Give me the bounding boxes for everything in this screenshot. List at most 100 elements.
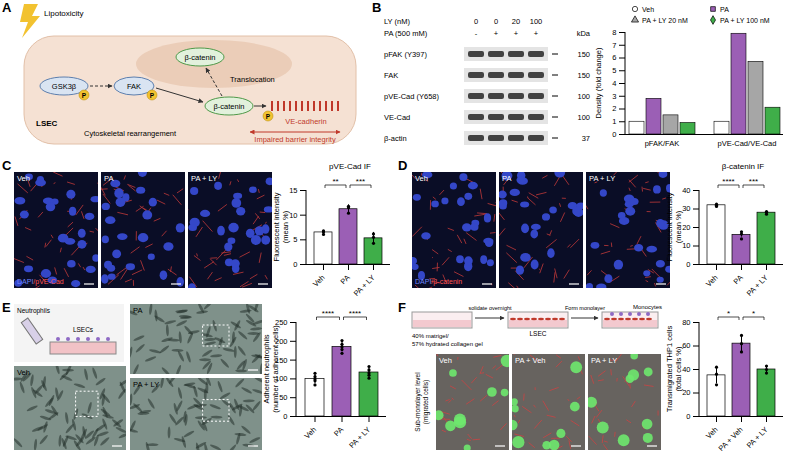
svg-text:VE-Cad: VE-Cad xyxy=(384,113,410,122)
svg-text:Veh: Veh xyxy=(704,273,720,289)
svg-text:Density (fold change): Density (fold change) xyxy=(594,47,603,118)
svg-text:solidate overnight: solidate overnight xyxy=(468,305,512,311)
svg-text:PA + LY: PA + LY xyxy=(591,356,617,365)
svg-text:0: 0 xyxy=(494,17,498,26)
svg-text:PA + LY 100 nM: PA + LY 100 nM xyxy=(720,17,770,24)
svg-text:β-catenin IF: β-catenin IF xyxy=(722,162,765,171)
svg-text:PA + LY: PA + LY xyxy=(745,273,770,298)
svg-text:30: 30 xyxy=(682,204,690,213)
svg-text:DAPI/β-catenin: DAPI/β-catenin xyxy=(415,278,462,286)
svg-text:PA: PA xyxy=(133,306,142,315)
svg-text:PA + LY: PA + LY xyxy=(745,425,770,450)
svg-text:****: **** xyxy=(722,177,734,186)
svg-text:100: 100 xyxy=(577,92,590,101)
svg-text:Veh: Veh xyxy=(415,174,428,183)
svg-text:Fluorescent intensity: Fluorescent intensity xyxy=(272,192,281,261)
svg-text:(number of adherent cells): (number of adherent cells) xyxy=(271,325,280,413)
svg-text:**: ** xyxy=(332,177,338,186)
svg-text:PA + LY 20 nM: PA + LY 20 nM xyxy=(642,17,688,24)
svg-text:10: 10 xyxy=(289,211,297,220)
svg-text:β-catenin: β-catenin xyxy=(214,102,245,111)
svg-text:150: 150 xyxy=(577,71,590,80)
svg-text:100: 100 xyxy=(577,113,590,122)
svg-text:LSECs: LSECs xyxy=(73,326,94,333)
svg-text:E: E xyxy=(2,300,11,315)
svg-text:PA: PA xyxy=(339,273,352,286)
svg-text:Monocytes: Monocytes xyxy=(633,304,662,310)
svg-text:LSEC: LSEC xyxy=(530,330,547,337)
svg-text:(mean %): (mean %) xyxy=(674,210,683,243)
svg-text:F: F xyxy=(398,300,406,315)
svg-text:(mean %): (mean %) xyxy=(281,210,290,243)
svg-text:6: 6 xyxy=(612,53,616,62)
svg-text:GSK3β: GSK3β xyxy=(52,82,77,91)
svg-text:Fluorescent intensity: Fluorescent intensity xyxy=(665,192,674,261)
svg-text:PA + LY: PA + LY xyxy=(133,380,159,389)
svg-text:VE-cadherin: VE-cadherin xyxy=(285,117,326,126)
svg-text:Sub-monolayer level: Sub-monolayer level xyxy=(414,372,422,432)
svg-text:Veh: Veh xyxy=(17,368,30,377)
svg-text:Impaired barrier integrity: Impaired barrier integrity xyxy=(254,135,336,144)
svg-text:PA + LY: PA + LY xyxy=(589,174,615,183)
svg-text:1: 1 xyxy=(612,117,616,126)
svg-text:Veh: Veh xyxy=(704,425,720,441)
svg-text:Veh: Veh xyxy=(17,174,30,183)
svg-text:20: 20 xyxy=(512,17,520,26)
svg-text:5: 5 xyxy=(293,235,297,244)
svg-text:C: C xyxy=(2,158,12,173)
svg-text:P: P xyxy=(150,92,155,99)
svg-text:2: 2 xyxy=(612,104,616,113)
svg-text:PA (500 mM): PA (500 mM) xyxy=(384,29,428,38)
svg-text:****: **** xyxy=(322,309,334,318)
svg-text:15: 15 xyxy=(289,186,297,195)
svg-text:0: 0 xyxy=(612,130,616,139)
svg-text:0: 0 xyxy=(686,412,690,421)
svg-text:PA: PA xyxy=(502,174,511,183)
svg-text:*: * xyxy=(752,309,755,318)
svg-text:Veh: Veh xyxy=(311,273,327,289)
svg-text:β-actin: β-actin xyxy=(384,134,407,143)
svg-text:kDa: kDa xyxy=(577,29,591,38)
svg-text:PA: PA xyxy=(720,6,729,13)
svg-text:B: B xyxy=(372,0,381,15)
svg-text:0: 0 xyxy=(293,260,297,269)
svg-text:150: 150 xyxy=(577,50,590,59)
svg-text:Form monolayer: Form monolayer xyxy=(565,305,605,311)
svg-text:****: **** xyxy=(349,309,361,318)
svg-text:P: P xyxy=(82,92,87,99)
svg-text:DAPI/pVE-Cad: DAPI/pVE-Cad xyxy=(17,278,64,286)
svg-text:Cytoskeletal rearrangement: Cytoskeletal rearrangement xyxy=(84,129,177,138)
svg-text:PA: PA xyxy=(732,273,745,286)
svg-text:pFAK (Y397): pFAK (Y397) xyxy=(384,50,427,59)
svg-text:LSEC: LSEC xyxy=(36,119,58,128)
svg-text:7: 7 xyxy=(612,41,616,50)
svg-text:PA + LY: PA + LY xyxy=(352,273,377,298)
svg-text:8: 8 xyxy=(612,28,616,37)
svg-text:Neutrophils: Neutrophils xyxy=(17,307,51,315)
svg-text:β-catenin: β-catenin xyxy=(185,53,216,62)
svg-text:Veh: Veh xyxy=(642,6,654,13)
svg-text:5: 5 xyxy=(612,66,616,75)
svg-text:pFAK/FAK: pFAK/FAK xyxy=(645,139,680,148)
svg-text:pVE-Cad (Y658): pVE-Cad (Y658) xyxy=(384,92,440,101)
svg-text:50: 50 xyxy=(279,393,287,402)
svg-text:Translocation: Translocation xyxy=(230,75,275,84)
svg-text:(migrated cells): (migrated cells) xyxy=(422,380,430,424)
svg-text:LY (nM): LY (nM) xyxy=(384,17,410,26)
svg-text:PA + Veh: PA + Veh xyxy=(515,356,546,365)
svg-text:80: 80 xyxy=(682,318,690,327)
svg-text:PA: PA xyxy=(104,174,113,183)
svg-text:40% matrigel/: 40% matrigel/ xyxy=(412,333,449,339)
svg-text:PA + LY: PA + LY xyxy=(347,425,372,450)
svg-text:57% hydrated collagen gel: 57% hydrated collagen gel xyxy=(412,341,483,347)
svg-text:FAK: FAK xyxy=(384,71,398,80)
svg-text:0: 0 xyxy=(686,260,690,269)
svg-text:Adherent neutrophils: Adherent neutrophils xyxy=(262,334,271,403)
svg-text:Veh: Veh xyxy=(303,425,319,441)
svg-text:pVE-Cad IF: pVE-Cad IF xyxy=(329,162,371,171)
svg-text:0: 0 xyxy=(283,412,287,421)
svg-text:40: 40 xyxy=(682,365,690,374)
svg-text:3: 3 xyxy=(612,92,616,101)
svg-text:Veh: Veh xyxy=(439,356,452,365)
svg-text:20: 20 xyxy=(682,388,690,397)
